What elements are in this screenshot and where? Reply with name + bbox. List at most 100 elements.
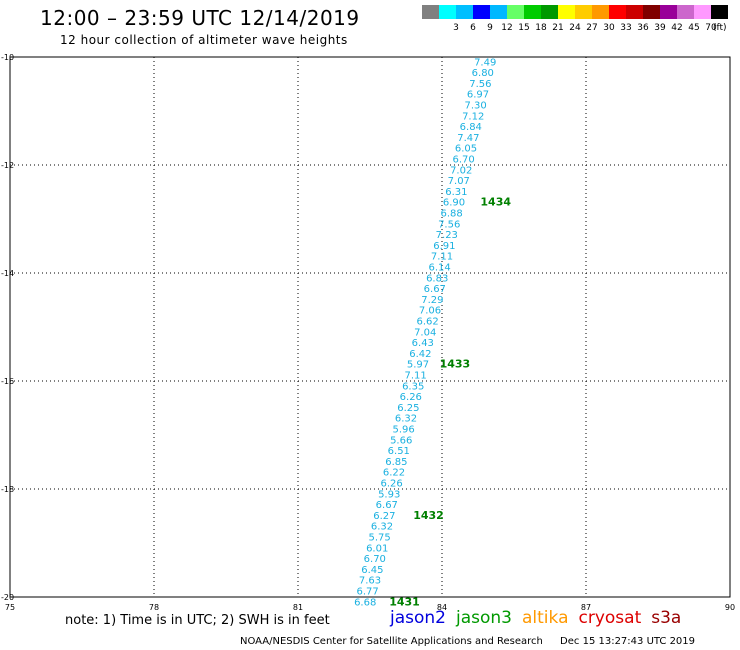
legend-label: 21 <box>552 23 564 33</box>
wave-height-reading: 7.23 <box>436 230 458 241</box>
wave-height-reading: 6.14 <box>428 263 450 274</box>
lat-tick-label: -14 <box>1 269 14 278</box>
generated-timestamp: Dec 15 13:27:43 UTC 2019 <box>560 636 696 647</box>
satellite-label: altika <box>522 608 569 628</box>
legend-swatch <box>473 5 490 19</box>
credit-line: NOAA/NESDIS Center for Satellite Applica… <box>240 636 695 647</box>
wave-height-reading: 6.83 <box>426 273 448 284</box>
lat-tick-label: -12 <box>1 161 14 170</box>
legend-swatch <box>541 5 558 19</box>
legend-label: 33 <box>620 23 632 33</box>
units-note: note: 1) Time is in UTC; 2) SWH is in fe… <box>65 613 330 628</box>
wave-height-reading: 7.29 <box>421 295 443 306</box>
legend-label: 70 <box>705 23 717 33</box>
lon-tick-label: 84 <box>437 603 447 612</box>
satellite-label: cryosat <box>578 608 642 628</box>
legend-label: 12 <box>501 23 513 33</box>
wave-height-reading: 6.22 <box>383 468 405 479</box>
wave-height-reading: 5.97 <box>407 360 429 371</box>
wave-height-reading: 6.31 <box>445 187 467 198</box>
lat-tick-label: -16 <box>1 377 14 386</box>
legend-swatch <box>694 5 711 19</box>
map-tick-labels: 75 78 81 84 87 90 -10 -12 -14 -16 -18 -20 <box>1 53 735 612</box>
wave-height-reading: 6.68 <box>354 597 376 608</box>
legend-swatch <box>643 5 660 19</box>
wave-height-reading: 6.80 <box>472 68 494 79</box>
lon-tick-label: 78 <box>149 603 159 612</box>
wave-height-reading: 7.63 <box>359 576 381 587</box>
wave-height-reading: 6.32 <box>395 414 417 425</box>
legend-swatch <box>507 5 524 19</box>
wave-height-reading: 7.07 <box>448 176 470 187</box>
wave-height-reading: 5.93 <box>378 489 400 500</box>
wave-height-reading: 5.75 <box>368 533 390 544</box>
legend-swatch <box>626 5 643 19</box>
legend-label: 3 <box>453 23 459 33</box>
satellite-label: jason2 <box>390 608 446 628</box>
wave-height-reading: 7.56 <box>438 219 460 230</box>
wave-height-reading: 7.11 <box>404 371 426 382</box>
credit-text: NOAA/NESDIS Center for Satellite Applica… <box>240 636 543 647</box>
wave-height-reading: 6.67 <box>376 500 398 511</box>
wave-height-reading: 6.51 <box>388 446 410 457</box>
wave-height-reading: 7.56 <box>469 79 491 90</box>
legend-unit: (ft) <box>713 23 727 33</box>
wave-height-reading: 6.97 <box>467 90 489 101</box>
time-labels: 1434 1433 1432 1431 <box>389 196 511 609</box>
wave-height-reading: 6.67 <box>424 284 446 295</box>
legend-swatch <box>677 5 694 19</box>
wave-height-reading: 7.49 <box>474 57 496 68</box>
wave-height-reading: 6.01 <box>366 543 388 554</box>
pass-time-label: 1431 <box>389 595 420 608</box>
pass-time-label: 1433 <box>440 358 471 371</box>
legend-label: 9 <box>487 23 493 33</box>
legend-swatch <box>490 5 507 19</box>
satellite-label: s3a <box>651 608 682 628</box>
legend-label: 18 <box>535 23 547 33</box>
wave-height-reading: 5.96 <box>392 425 414 436</box>
legend-label: 42 <box>671 23 683 33</box>
pass-time-label: 1432 <box>413 509 444 522</box>
wave-height-reading: 6.84 <box>460 122 482 133</box>
legend-label: 39 <box>654 23 666 33</box>
wave-height-reading: 6.62 <box>416 317 438 328</box>
legend-swatch <box>456 5 473 19</box>
wave-height-reading: 6.91 <box>433 241 455 252</box>
satellite-label: jason3 <box>456 608 512 628</box>
legend-label: 27 <box>586 23 598 33</box>
wave-height-reading: 7.47 <box>457 133 479 144</box>
legend-swatch <box>711 5 728 19</box>
lon-tick-label: 90 <box>725 603 735 612</box>
legend-label: 6 <box>470 23 476 33</box>
map-grid <box>10 57 730 597</box>
wave-height-reading: 6.26 <box>400 392 422 403</box>
lat-tick-label: -20 <box>1 593 14 602</box>
lon-tick-label: 81 <box>293 603 303 612</box>
wave-height-reading: 7.30 <box>464 101 486 112</box>
wave-height-reading: 6.42 <box>409 349 431 360</box>
map-frame <box>9 56 731 598</box>
legend-label: 36 <box>637 23 649 33</box>
legend-swatch <box>609 5 626 19</box>
wave-height-reading: 7.06 <box>419 306 441 317</box>
legend-swatch <box>592 5 609 19</box>
wave-height-reading: 6.88 <box>440 209 462 220</box>
wave-height-reading: 7.12 <box>462 111 484 122</box>
wave-height-reading: 5.66 <box>390 435 412 446</box>
wave-height-reading: 6.77 <box>356 587 378 598</box>
wave-height-reading: 6.45 <box>361 565 383 576</box>
page-subtitle: 12 hour collection of altimeter wave hei… <box>60 33 348 47</box>
altimeter-track: 7.496.807.566.977.307.126.847.476.056.70… <box>354 57 496 608</box>
wave-height-reading: 6.85 <box>385 457 407 468</box>
satellite-legend: jason2 jason3 altika cryosat s3a <box>390 608 691 628</box>
lat-tick-label: -18 <box>1 485 14 494</box>
wave-height-reading: 6.35 <box>402 381 424 392</box>
lon-tick-label: 87 <box>581 603 591 612</box>
wave-height-reading: 6.32 <box>371 522 393 533</box>
wave-height-reading: 6.70 <box>452 155 474 166</box>
legend-swatch <box>660 5 677 19</box>
wave-height-reading: 6.43 <box>412 338 434 349</box>
legend-swatch <box>422 5 439 19</box>
wave-height-reading: 6.90 <box>443 198 465 209</box>
